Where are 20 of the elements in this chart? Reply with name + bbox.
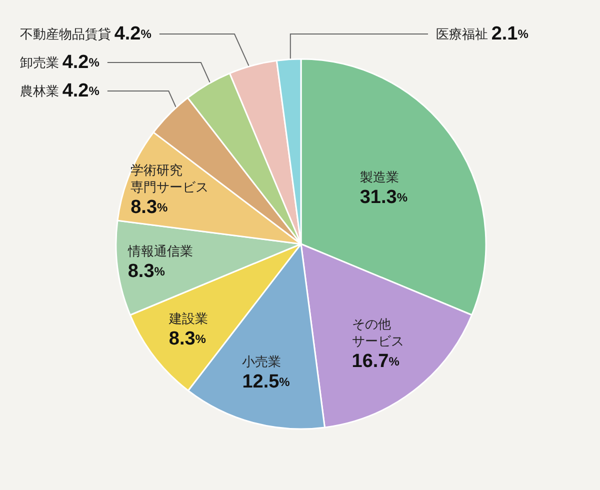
slice-label: 学術研究専門サービス [130,162,209,194]
data-label: 4.2% [62,52,100,73]
slice-label: 卸売業 [20,55,59,70]
data-label: 2.1% [491,24,529,44]
slice-label: 情報通信業 [126,243,193,258]
slice-label: その他サービス [352,316,404,348]
data-label: 16.7% [352,350,400,372]
data-label: 8.3% [128,260,166,282]
slice-label: 医療福祉 [436,26,488,42]
data-label: 8.3% [130,196,168,218]
slice-label: 不動産物品賃貸 [20,26,111,42]
data-label: 4.2% [114,24,152,44]
data-label: 12.5% [242,372,290,393]
data-label: 31.3% [360,186,408,208]
data-label: 4.2% [62,80,100,102]
data-label: 8.3% [168,328,206,350]
slice-label: 製造業 [360,169,399,184]
slice-label: 建設業 [168,310,208,326]
slice-label: 農林業 [20,84,59,98]
slice-label: 小売業 [242,354,282,370]
